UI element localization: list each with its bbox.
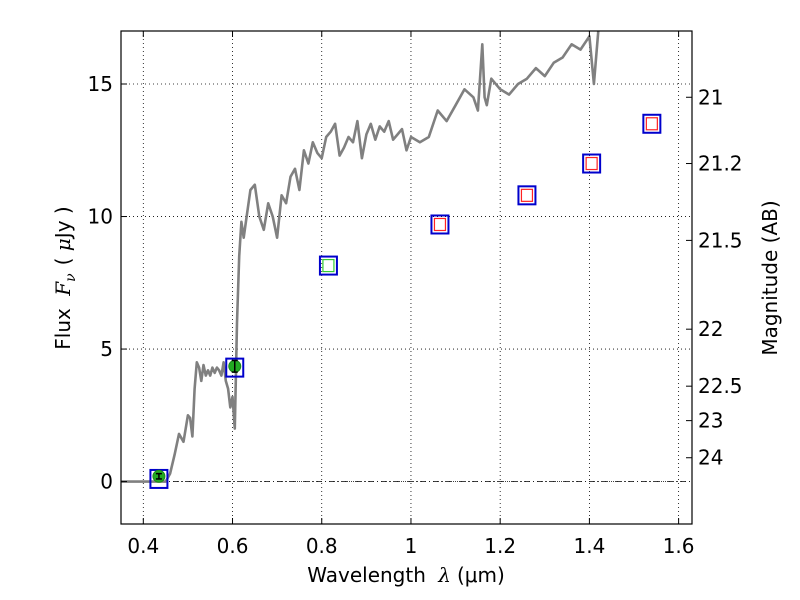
x-tick-label: 1.6 bbox=[663, 534, 695, 558]
predicted-square bbox=[585, 156, 598, 171]
y-axis-title-unit-rest: Jy ) bbox=[51, 206, 75, 240]
axis-ticks: 0.4 0.6 0.8 1 1.2 1.4 1.6 0 5 10 15 21 21.2 21.5 22 22.… bbox=[88, 31, 743, 558]
y-tick-label: 0 bbox=[100, 470, 113, 494]
model-box bbox=[517, 185, 537, 206]
model-box bbox=[642, 113, 662, 134]
y2-tick-label: 22.5 bbox=[698, 374, 743, 398]
predicted-square bbox=[520, 188, 534, 202]
y-axis-title: Flux Fν ( μJy ) bbox=[51, 206, 79, 349]
y-axis-title-symbol: F bbox=[51, 281, 75, 297]
plot-frame bbox=[120, 30, 693, 525]
y2-tick-label: 21.5 bbox=[698, 228, 743, 252]
y2-tick-label: 21 bbox=[698, 85, 723, 109]
model-box bbox=[430, 214, 450, 235]
y2-tick-label: 23 bbox=[698, 409, 723, 433]
x-axis-title-symbol: λ bbox=[437, 563, 451, 587]
plot-area bbox=[121, 31, 662, 489]
predicted-square bbox=[433, 217, 447, 232]
model-box bbox=[318, 255, 338, 276]
x-axis-title-text: Wavelength bbox=[307, 563, 432, 587]
x-tick-label: 1 bbox=[405, 534, 418, 558]
y-tick-label: 15 bbox=[88, 72, 113, 96]
model-box bbox=[225, 357, 245, 378]
grid-lines bbox=[121, 31, 692, 524]
x-tick-label: 0.8 bbox=[306, 534, 338, 558]
y-axis-title-subscript: ν bbox=[63, 273, 79, 282]
x-axis-title: Wavelength λ (μm) bbox=[307, 563, 505, 587]
y2-axis-title: Magnitude (AB) bbox=[758, 200, 782, 355]
predicted-square bbox=[322, 258, 335, 273]
y2-tick-label: 21.2 bbox=[698, 152, 743, 176]
y-axis-title-text: Flux bbox=[51, 302, 75, 350]
y2-tick-label: 22 bbox=[698, 317, 723, 341]
model-box bbox=[582, 153, 602, 174]
x-tick-label: 0.6 bbox=[217, 534, 249, 558]
x-tick-label: 1.4 bbox=[573, 534, 605, 558]
y2-tick-label: 24 bbox=[698, 446, 723, 470]
y-tick-label: 5 bbox=[100, 337, 113, 361]
x-tick-label: 0.4 bbox=[127, 534, 159, 558]
x-axis-title-unit: (μm) bbox=[457, 563, 505, 587]
predicted-square bbox=[645, 117, 658, 131]
y-tick-label: 10 bbox=[88, 205, 113, 229]
spectrum-line bbox=[121, 31, 600, 483]
y-axis-title-unit-mu: μ bbox=[51, 238, 75, 251]
y-axis-title-unit-open: ( bbox=[51, 251, 75, 265]
x-tick-label: 1.2 bbox=[484, 534, 516, 558]
